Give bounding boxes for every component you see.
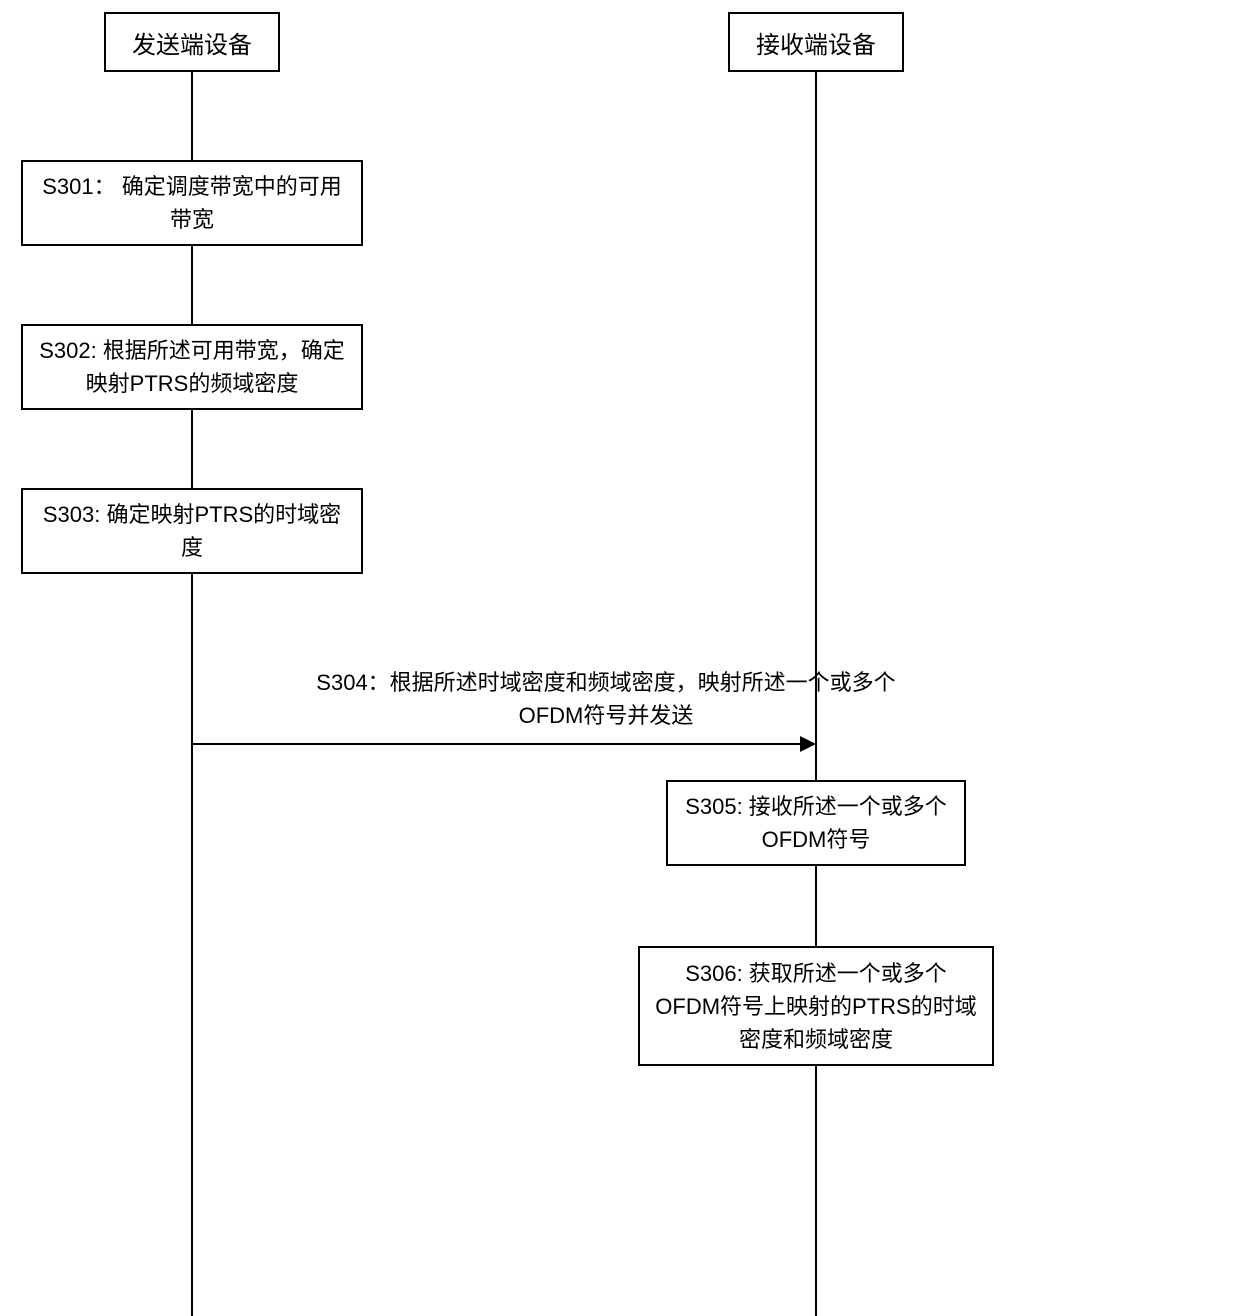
step-s303-label: S303: 确定映射PTRS的时域密度 — [37, 498, 347, 564]
step-s303: S303: 确定映射PTRS的时域密度 — [21, 488, 363, 574]
step-s301-label: S301： 确定调度带宽中的可用带宽 — [37, 170, 347, 236]
actor-receiver: 接收端设备 — [728, 12, 904, 72]
message-s304-arrowhead — [800, 736, 816, 752]
actor-sender: 发送端设备 — [104, 12, 280, 72]
step-s302-label: S302: 根据所述可用带宽，确定映射PTRS的频域密度 — [37, 334, 347, 400]
lifeline-sender — [191, 410, 193, 488]
lifeline-sender — [191, 246, 193, 324]
step-s305: S305: 接收所述一个或多个OFDM符号 — [666, 780, 966, 866]
step-s301: S301： 确定调度带宽中的可用带宽 — [21, 160, 363, 246]
actor-receiver-label: 接收端设备 — [756, 25, 876, 60]
lifeline-receiver — [815, 1066, 817, 1316]
step-s305-label: S305: 接收所述一个或多个OFDM符号 — [682, 790, 950, 856]
message-s304-label: S304：根据所述时域密度和频域密度，映射所述一个或多个OFDM符号并发送 — [296, 666, 916, 732]
step-s302: S302: 根据所述可用带宽，确定映射PTRS的频域密度 — [21, 324, 363, 410]
lifeline-receiver — [815, 866, 817, 946]
message-s304-arrow — [192, 743, 800, 745]
message-s304-text: S304：根据所述时域密度和频域密度，映射所述一个或多个OFDM符号并发送 — [316, 670, 895, 728]
step-s306-label: S306: 获取所述一个或多个OFDM符号上映射的PTRS的时域密度和频域密度 — [654, 957, 978, 1056]
lifeline-sender — [191, 574, 193, 1316]
sequence-diagram: 发送端设备 接收端设备 S301： 确定调度带宽中的可用带宽 S302: 根据所… — [0, 0, 1240, 1316]
lifeline-sender — [191, 72, 193, 160]
step-s306: S306: 获取所述一个或多个OFDM符号上映射的PTRS的时域密度和频域密度 — [638, 946, 994, 1066]
actor-sender-label: 发送端设备 — [132, 25, 252, 60]
